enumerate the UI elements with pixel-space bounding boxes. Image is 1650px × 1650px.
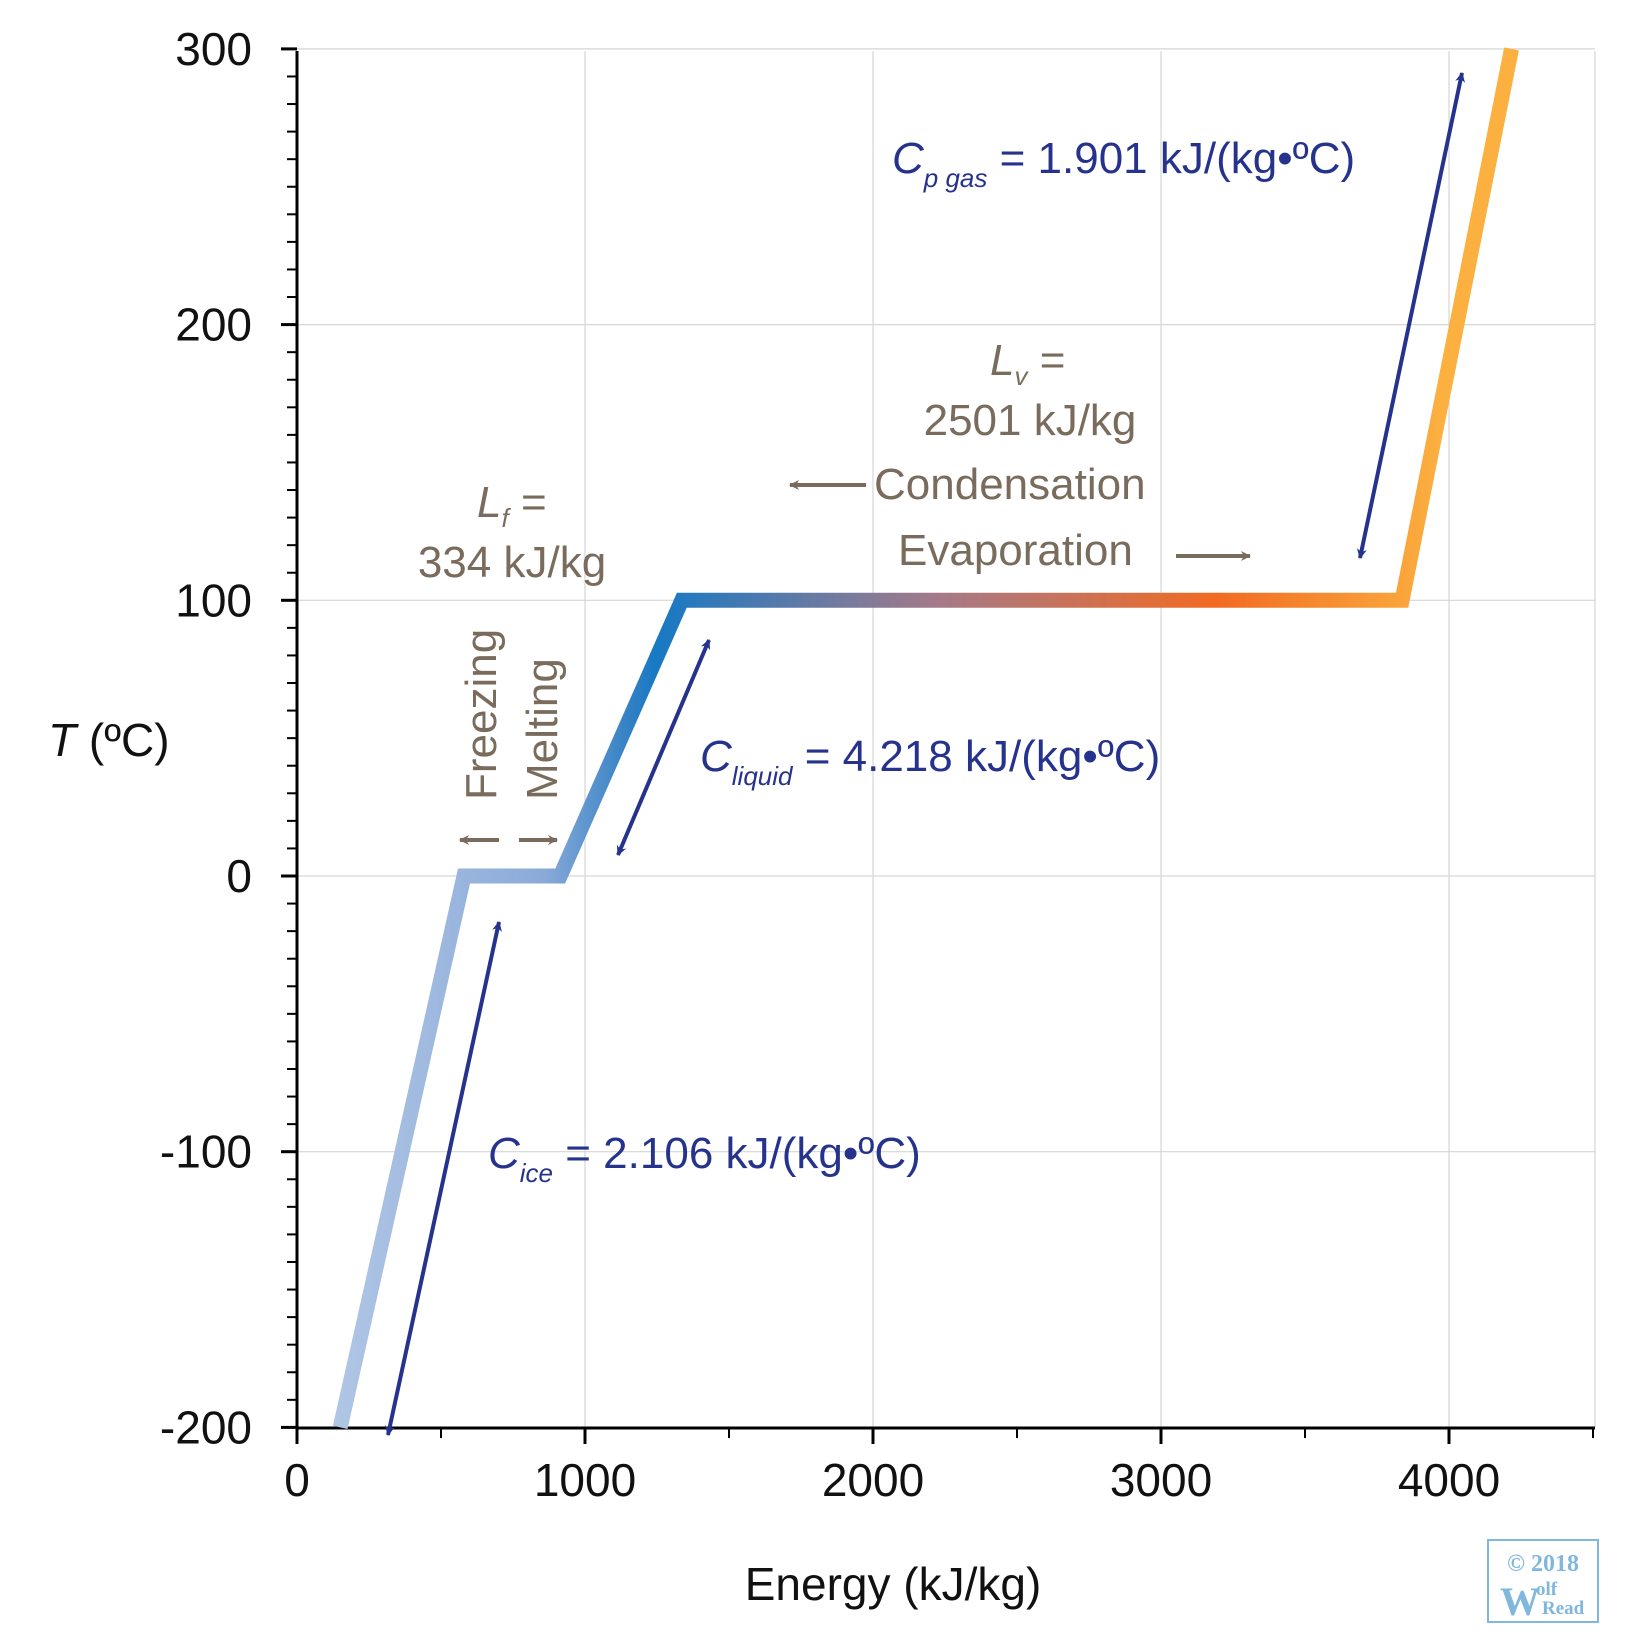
y-axis-symbol: T xyxy=(48,714,79,766)
x-tick-label: 1000 xyxy=(534,1454,636,1506)
lv-value: 2501 kJ/kg xyxy=(924,396,1137,445)
c-liquid-arrow xyxy=(616,639,711,856)
c-gas-arrow xyxy=(1356,72,1466,559)
x-tick-label: 0 xyxy=(284,1454,310,1506)
x-axis-title: Energy (kJ/kg) xyxy=(745,1558,1042,1610)
y-axis-unit: (ºC) xyxy=(76,714,169,766)
y-axis-title: T (ºC) xyxy=(48,714,170,766)
y-tick-label: 300 xyxy=(175,23,252,75)
c-ice-arrow xyxy=(385,921,502,1436)
c-gas-label: Cp gas = 1.901 kJ/(kg•ºC) xyxy=(892,134,1355,193)
lf-label: Lf = xyxy=(477,478,547,533)
lf-value: 334 kJ/kg xyxy=(418,538,606,587)
y-tick-labels: -200 -100 0 100 200 300 xyxy=(160,23,252,1454)
c-ice-label: Cice = 2.106 kJ/(kg•ºC) xyxy=(488,1129,921,1188)
freezing-label: Freezing xyxy=(457,629,506,800)
watermark-read: Read xyxy=(1542,1598,1585,1619)
lv-label: Lv = xyxy=(990,336,1065,391)
watermark-year: © 2018 xyxy=(1507,1551,1579,1577)
evaporation-label: Evaporation xyxy=(898,526,1133,575)
x-tick-label: 2000 xyxy=(822,1454,924,1506)
condensation-label: Condensation xyxy=(874,460,1146,509)
x-tick-label: 3000 xyxy=(1110,1454,1212,1506)
y-tick-label: -200 xyxy=(160,1401,252,1453)
melting-label: Melting xyxy=(518,658,567,800)
y-tick-label: 200 xyxy=(175,299,252,351)
y-tick-label: -100 xyxy=(160,1126,252,1178)
watermark-w: W xyxy=(1500,1579,1540,1624)
c-liquid-label: Cliquid = 4.218 kJ/(kg•ºC) xyxy=(700,732,1160,791)
watermark-border xyxy=(1487,1539,1599,1623)
y-tick-label: 100 xyxy=(175,574,252,626)
watermark-olf: olf xyxy=(1536,1579,1558,1600)
x-tick-label: 4000 xyxy=(1398,1454,1500,1506)
x-tick-labels: 0 1000 2000 3000 4000 xyxy=(284,1454,1500,1506)
copyright-watermark: © 2018 W olf Read xyxy=(1487,1539,1599,1624)
y-tick-label: 0 xyxy=(226,850,252,902)
axes xyxy=(281,47,1595,1444)
